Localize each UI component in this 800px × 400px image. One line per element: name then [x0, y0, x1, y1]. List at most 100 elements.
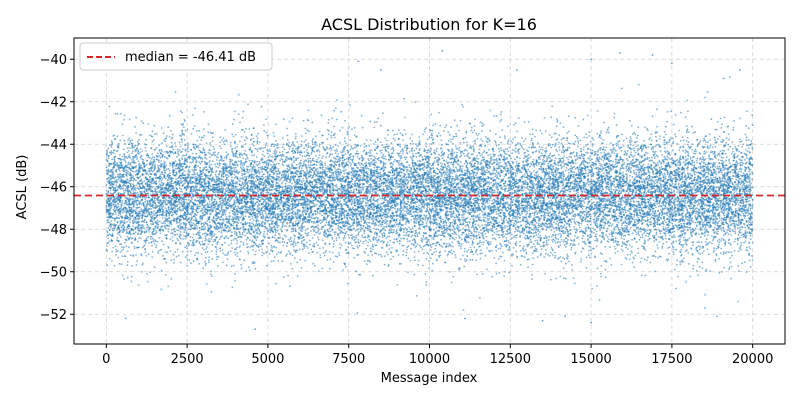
scatter-point	[276, 144, 279, 147]
scatter-point	[511, 152, 513, 154]
scatter-point	[418, 244, 421, 247]
scatter-point	[157, 164, 159, 167]
scatter-point	[158, 161, 160, 164]
scatter-point	[462, 152, 465, 155]
scatter-point	[699, 245, 701, 248]
scatter-point	[541, 146, 543, 149]
scatter-point	[625, 246, 627, 249]
scatter-point	[274, 152, 277, 154]
scatter-point	[514, 136, 516, 139]
scatter-point	[705, 151, 708, 154]
scatter-point	[577, 140, 580, 142]
scatter-point	[311, 143, 314, 146]
scatter-point	[345, 230, 348, 233]
scatter-point	[105, 245, 108, 247]
scatter-point	[610, 188, 613, 191]
scatter-point	[265, 191, 268, 194]
scatter-point	[106, 149, 108, 152]
scatter-point	[307, 232, 310, 234]
scatter-point	[318, 145, 321, 148]
scatter-point	[184, 228, 187, 231]
scatter-point	[434, 123, 437, 125]
scatter-point	[629, 143, 632, 146]
scatter-point	[375, 244, 378, 247]
scatter-point	[129, 162, 132, 164]
scatter-point	[730, 219, 733, 222]
scatter-point	[581, 208, 584, 210]
scatter-point	[328, 179, 330, 182]
scatter-point	[244, 139, 246, 142]
scatter-point	[204, 251, 207, 254]
scatter-point	[604, 245, 607, 248]
scatter-point	[231, 247, 234, 249]
scatter-point	[389, 208, 392, 211]
scatter-point	[488, 215, 490, 218]
scatter-point	[630, 140, 633, 143]
scatter-point	[647, 163, 650, 166]
scatter-point	[488, 183, 491, 185]
scatter-point	[499, 147, 502, 150]
scatter-point	[426, 149, 429, 152]
scatter-point	[174, 160, 177, 163]
scatter-point	[533, 227, 536, 230]
scatter-point	[138, 237, 141, 240]
scatter-point	[549, 197, 552, 199]
scatter-point	[580, 190, 583, 192]
scatter-point	[587, 151, 589, 154]
scatter-point	[127, 161, 130, 164]
scatter-point	[485, 152, 488, 154]
scatter-point	[355, 237, 358, 239]
scatter-point	[669, 158, 671, 161]
scatter-point	[585, 267, 588, 269]
scatter-point	[425, 236, 428, 239]
scatter-point	[258, 171, 261, 174]
scatter-point	[543, 256, 546, 258]
scatter-point	[160, 160, 163, 162]
scatter-point	[430, 164, 433, 167]
scatter-point	[452, 138, 454, 141]
scatter-point	[686, 136, 689, 139]
scatter-point	[349, 161, 351, 164]
scatter-point	[122, 211, 124, 214]
scatter-point	[317, 157, 320, 159]
scatter-point	[286, 127, 288, 130]
scatter-point	[121, 155, 124, 158]
scatter-point	[441, 184, 444, 186]
scatter-point	[607, 197, 609, 200]
scatter-point	[508, 146, 511, 149]
scatter-point	[519, 157, 521, 160]
scatter-point	[707, 165, 709, 168]
scatter-point	[746, 231, 749, 234]
scatter-point	[121, 246, 123, 249]
scatter-point	[575, 155, 578, 157]
scatter-point	[360, 226, 362, 229]
scatter-point	[394, 139, 396, 142]
scatter-point	[633, 147, 635, 150]
scatter-point	[330, 174, 333, 177]
scatter-point	[335, 118, 338, 121]
scatter-point	[661, 247, 664, 249]
scatter-point	[713, 226, 716, 229]
scatter-point	[171, 239, 174, 242]
scatter-point	[708, 192, 711, 195]
scatter-point	[548, 160, 551, 163]
scatter-point	[230, 145, 232, 148]
scatter-point	[150, 207, 153, 210]
scatter-point	[587, 198, 590, 201]
scatter-point	[327, 122, 330, 124]
scatter-point	[217, 166, 220, 169]
scatter-point	[192, 233, 195, 236]
scatter-point	[304, 229, 307, 232]
scatter-point	[418, 155, 421, 157]
scatter-point	[153, 124, 156, 127]
scatter-point	[394, 221, 397, 224]
scatter-point	[296, 149, 299, 152]
scatter-point	[671, 222, 674, 225]
scatter-point	[414, 101, 417, 103]
scatter-point	[189, 239, 192, 242]
scatter-point	[106, 264, 109, 266]
scatter-point	[400, 196, 403, 198]
scatter-point	[385, 237, 388, 239]
scatter-point	[235, 215, 238, 218]
scatter-point	[410, 219, 412, 221]
